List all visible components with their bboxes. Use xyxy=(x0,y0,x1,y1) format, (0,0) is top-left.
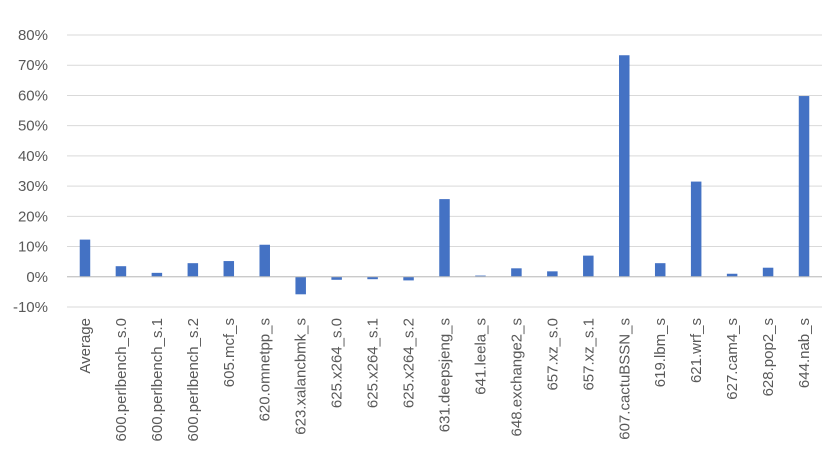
bar xyxy=(331,276,342,280)
bar xyxy=(187,263,199,277)
x-tick-label: 623.xalancbmk_s xyxy=(293,318,310,435)
bar xyxy=(151,272,163,277)
bar xyxy=(583,255,594,277)
bar xyxy=(295,276,306,295)
x-tick-label: 625.x264_s.2 xyxy=(401,318,418,408)
x-tick-label: Average xyxy=(77,318,94,374)
y-tick-label: 10% xyxy=(18,239,48,256)
x-tick-label: 600.perlbench_s.0 xyxy=(113,318,130,441)
bar xyxy=(511,268,522,277)
x-tick-label: 648.exchange2_s xyxy=(508,318,525,436)
bar xyxy=(367,276,378,280)
x-tick-label: 625.x264_s.0 xyxy=(329,318,346,408)
x-tick-label: 628.pop2_s xyxy=(760,318,777,396)
x-tick-label: 625.x264_s.1 xyxy=(365,318,382,408)
x-tick-label: 644.nab_s xyxy=(796,318,813,388)
y-tick-label: 20% xyxy=(18,208,48,225)
x-axis-labels: Average 600.perlbench_s.0 600.perlbench_s.… xyxy=(77,318,813,441)
x-tick-label: 620.omnetpp_s xyxy=(257,318,274,421)
bar xyxy=(79,239,91,277)
bar xyxy=(619,55,630,277)
x-tick-label: 627.cam4_s xyxy=(724,318,741,400)
x-tick-label: 657.xz_s.0 xyxy=(544,318,561,391)
x-tick-label: 600.perlbench_s.1 xyxy=(149,318,166,441)
bar xyxy=(115,266,127,277)
bar xyxy=(259,244,270,277)
y-axis-ticks: -10% 0% 10% 20% 30% 40% 50% 60% 70% 80% xyxy=(13,27,48,316)
bar xyxy=(547,271,558,277)
x-tick-label: 600.perlbench_s.2 xyxy=(185,318,202,441)
x-tick-label: 619.lbm_s xyxy=(652,318,669,387)
x-tick-label: 605.mcf_s xyxy=(221,318,238,387)
y-tick-label: -10% xyxy=(13,299,48,316)
y-tick-label: 70% xyxy=(18,57,48,74)
x-tick-label: 631.deepsjeng_s xyxy=(437,318,454,432)
y-tick-label: 30% xyxy=(18,178,48,195)
bar xyxy=(439,199,450,277)
bar xyxy=(403,276,414,281)
bar xyxy=(690,181,702,277)
y-tick-label: 60% xyxy=(18,87,48,104)
y-tick-label: 40% xyxy=(18,148,48,165)
bar xyxy=(223,261,235,277)
bar xyxy=(798,96,810,277)
y-tick-label: 80% xyxy=(18,27,48,44)
bar xyxy=(726,273,738,277)
x-tick-label: 641.leela_s xyxy=(472,318,489,395)
bar xyxy=(475,275,486,277)
y-tick-label: 50% xyxy=(18,118,48,135)
x-tick-label: 621.wrf_s xyxy=(688,318,705,383)
x-tick-label: 607.cactuBSSN_s xyxy=(616,318,633,440)
x-tick-label: 657.xz_s.1 xyxy=(580,318,597,391)
bars xyxy=(79,55,810,295)
y-tick-label: 0% xyxy=(26,269,48,286)
bar xyxy=(654,263,666,277)
bar xyxy=(762,267,774,277)
